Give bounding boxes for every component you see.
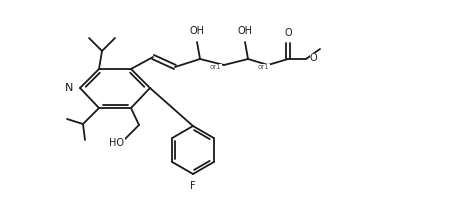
Text: OH: OH xyxy=(238,26,252,36)
Text: O: O xyxy=(310,53,318,63)
Text: HO: HO xyxy=(109,138,125,148)
Text: F: F xyxy=(190,181,196,191)
Text: N: N xyxy=(65,83,73,93)
Text: or1: or1 xyxy=(258,64,270,70)
Text: O: O xyxy=(284,28,292,38)
Text: or1: or1 xyxy=(210,64,222,70)
Text: OH: OH xyxy=(190,26,205,36)
